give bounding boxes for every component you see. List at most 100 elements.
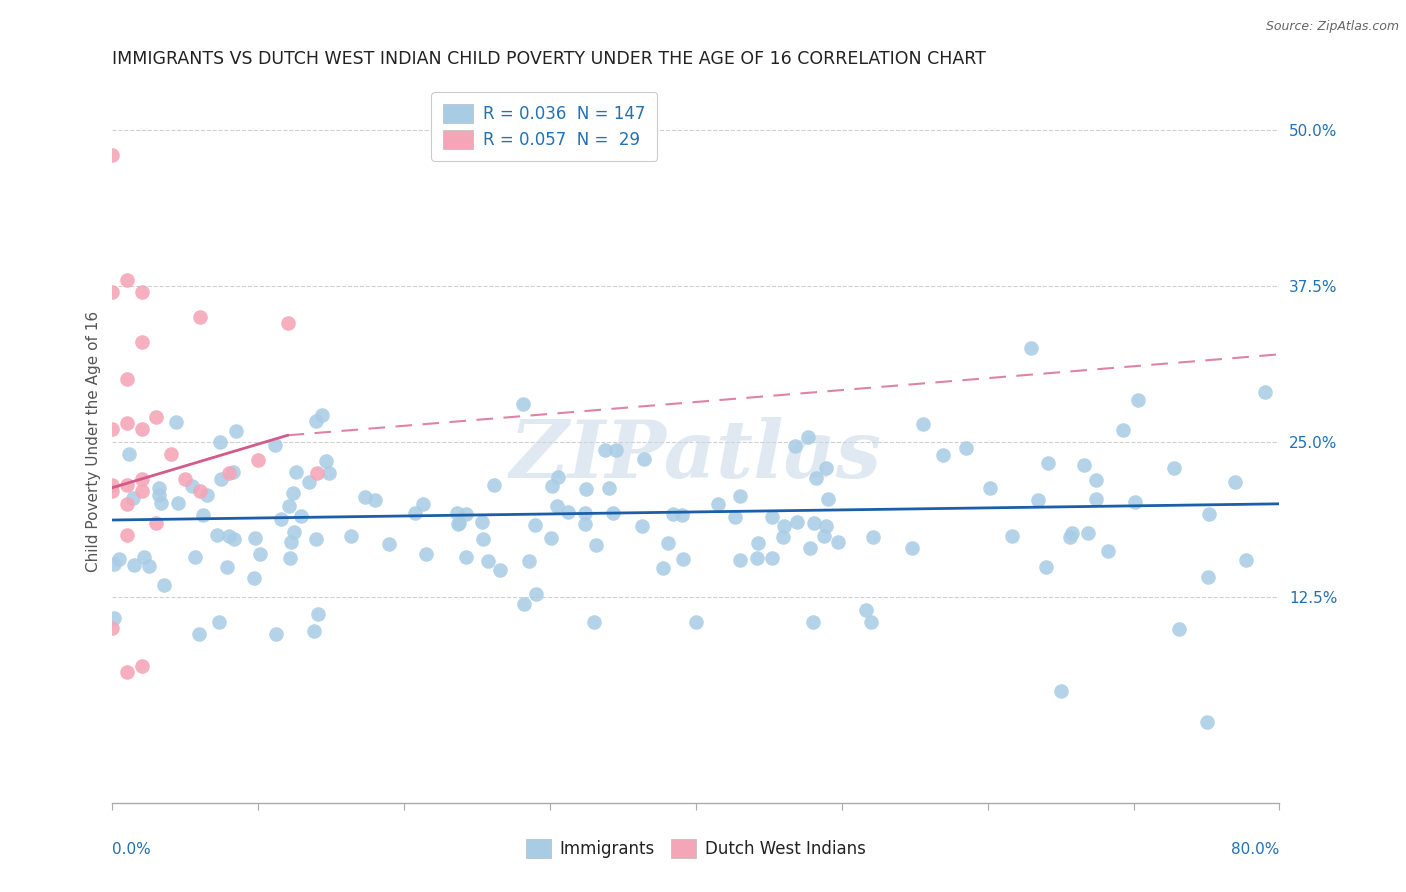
Point: [585, 538, 607, 552]
Point: [447, 516, 470, 531]
Point: [264, 627, 287, 641]
Point: [302, 624, 325, 638]
Point: [761, 551, 783, 566]
Point: [1126, 392, 1149, 407]
Point: [218, 529, 240, 543]
Point: [446, 507, 468, 521]
Point: [1026, 492, 1049, 507]
Point: [815, 519, 838, 533]
Point: [724, 510, 747, 524]
Point: [148, 488, 170, 502]
Text: 80.0%: 80.0%: [1232, 842, 1279, 856]
Point: [772, 530, 794, 544]
Point: [1097, 543, 1119, 558]
Point: [652, 561, 675, 575]
Point: [290, 508, 312, 523]
Point: [1198, 507, 1220, 521]
Point: [827, 534, 849, 549]
Point: [270, 512, 292, 526]
Point: [191, 508, 214, 522]
Point: [557, 505, 579, 519]
Point: [447, 517, 470, 532]
Point: [547, 470, 569, 484]
Point: [901, 541, 924, 555]
Point: [862, 530, 884, 544]
Point: [1254, 384, 1277, 399]
Point: [280, 551, 302, 566]
Point: [574, 517, 596, 532]
Point: [174, 472, 197, 486]
Point: [1112, 423, 1135, 437]
Point: [1049, 683, 1071, 698]
Point: [912, 417, 935, 431]
Point: [208, 615, 231, 630]
Point: [305, 466, 328, 480]
Text: IMMIGRANTS VS DUTCH WEST INDIAN CHILD POVERTY UNDER THE AGE OF 16 CORRELATION CH: IMMIGRANTS VS DUTCH WEST INDIAN CHILD PO…: [112, 50, 987, 68]
Point: [1035, 560, 1057, 574]
Point: [218, 466, 240, 480]
Point: [285, 465, 308, 479]
Point: [860, 615, 883, 630]
Point: [706, 497, 728, 511]
Point: [353, 490, 375, 504]
Point: [318, 467, 340, 481]
Point: [540, 531, 562, 545]
Point: [101, 148, 124, 162]
Y-axis label: Child Poverty Under the Age of 16: Child Poverty Under the Age of 16: [86, 311, 101, 572]
Point: [761, 510, 783, 524]
Point: [184, 549, 207, 564]
Point: [773, 518, 796, 533]
Point: [1125, 495, 1147, 509]
Point: [796, 430, 818, 444]
Point: [513, 597, 536, 611]
Point: [115, 665, 138, 679]
Point: [1059, 530, 1081, 544]
Point: [181, 478, 204, 492]
Point: [482, 477, 505, 491]
Text: Source: ZipAtlas.com: Source: ZipAtlas.com: [1265, 20, 1399, 33]
Point: [249, 547, 271, 561]
Point: [489, 563, 512, 577]
Point: [456, 550, 478, 565]
Point: [115, 497, 138, 511]
Point: [307, 607, 329, 621]
Point: [512, 397, 534, 411]
Point: [477, 554, 499, 568]
Point: [165, 415, 187, 429]
Point: [188, 484, 211, 499]
Point: [517, 554, 540, 568]
Point: [339, 529, 361, 543]
Point: [524, 518, 547, 533]
Point: [205, 527, 228, 541]
Point: [276, 316, 298, 330]
Point: [804, 471, 827, 485]
Point: [1223, 475, 1246, 489]
Point: [1084, 473, 1107, 487]
Point: [575, 482, 598, 496]
Point: [783, 439, 806, 453]
Point: [115, 372, 138, 386]
Point: [728, 553, 751, 567]
Point: [364, 492, 387, 507]
Text: ZIPatlas: ZIPatlas: [510, 417, 882, 495]
Point: [115, 528, 138, 542]
Point: [101, 422, 124, 436]
Point: [1234, 552, 1257, 566]
Point: [1077, 526, 1099, 541]
Point: [546, 499, 568, 513]
Point: [122, 558, 145, 572]
Point: [118, 447, 141, 461]
Point: [298, 475, 321, 490]
Point: [1197, 570, 1219, 584]
Point: [195, 488, 218, 502]
Point: [412, 498, 434, 512]
Point: [145, 409, 167, 424]
Point: [813, 529, 835, 543]
Point: [799, 541, 821, 556]
Point: [1021, 341, 1043, 355]
Point: [103, 611, 125, 625]
Point: [955, 441, 977, 455]
Point: [242, 571, 264, 585]
Point: [1062, 526, 1084, 541]
Point: [378, 536, 401, 550]
